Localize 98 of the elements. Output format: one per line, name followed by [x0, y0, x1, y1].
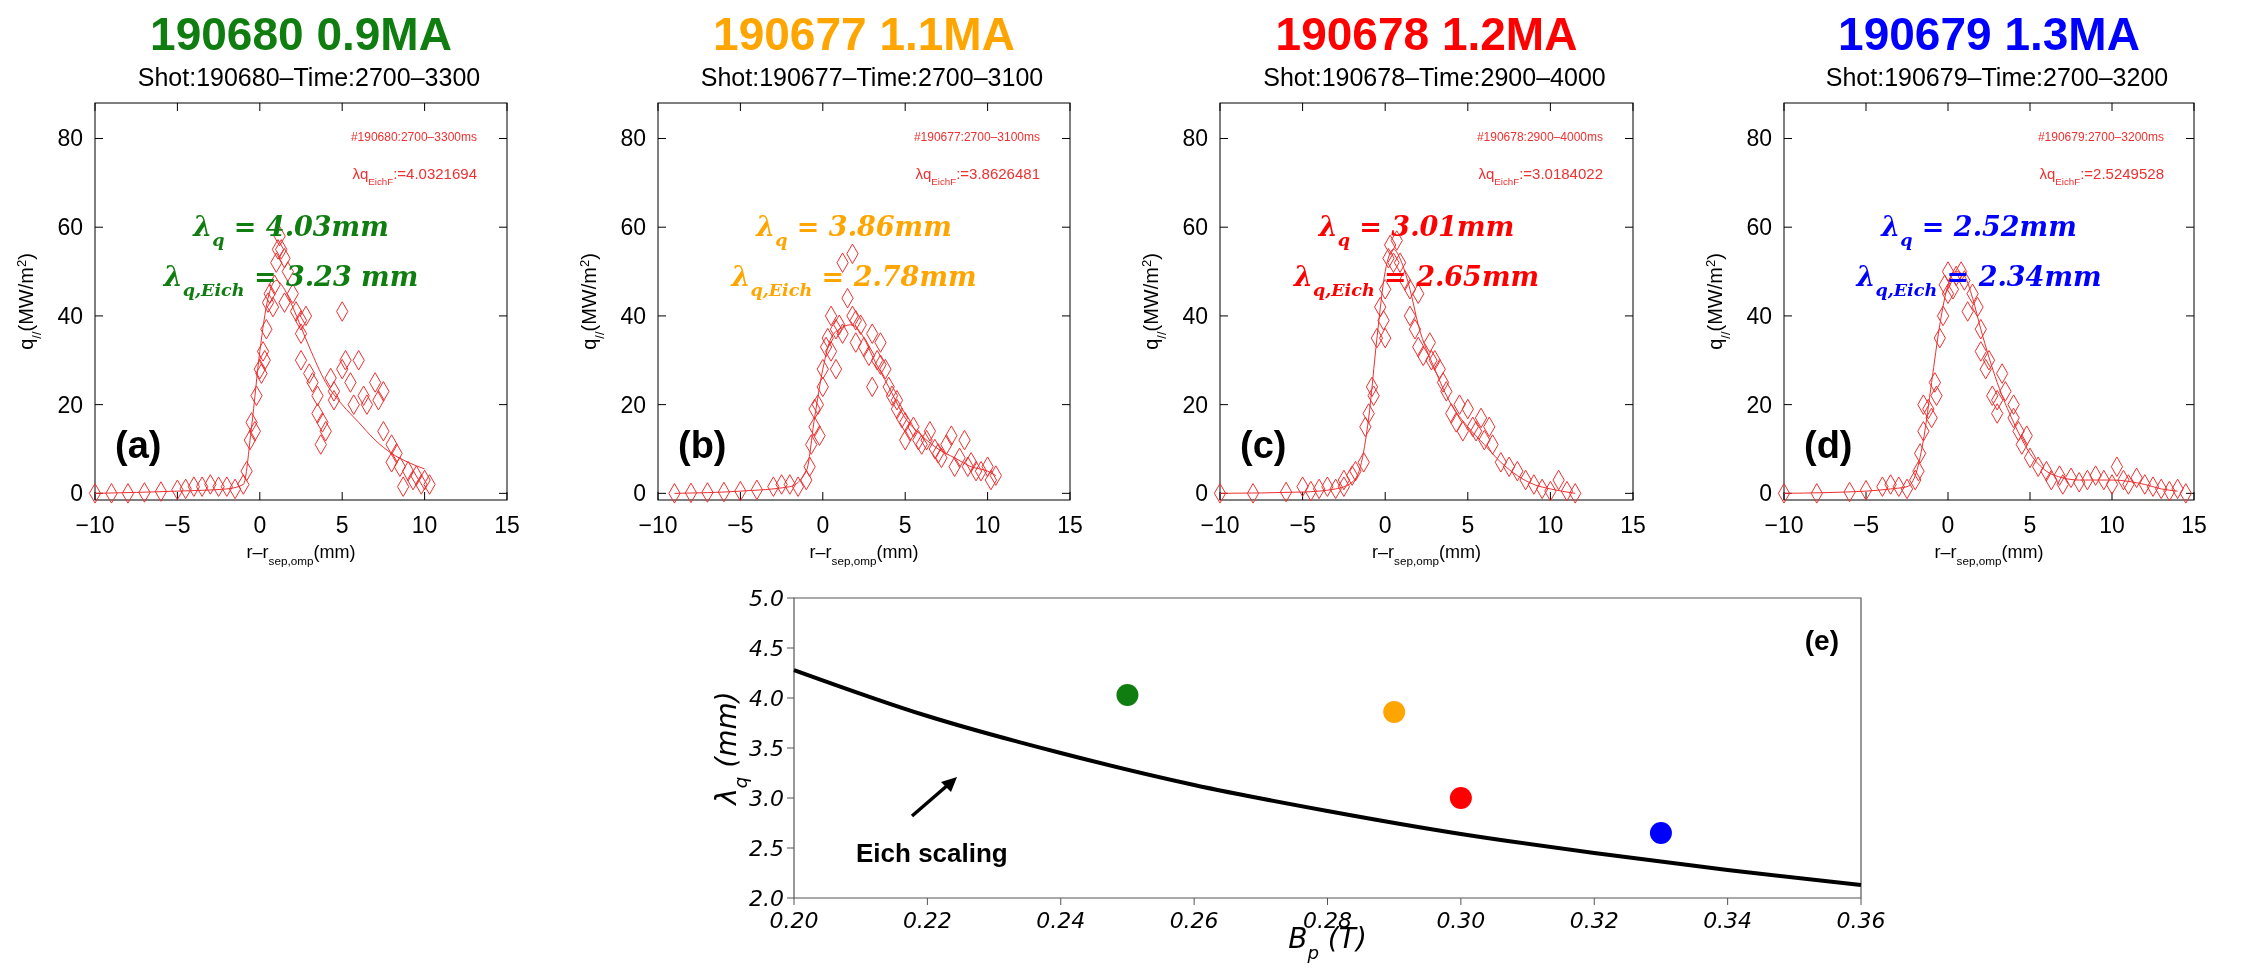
x-tick-label: 0.34 [1703, 908, 1753, 933]
annotation: λ$_{q,Eich}$ = 2.78mm [730, 261, 977, 300]
y-tick-label: 2.0 [749, 886, 784, 911]
y-tick-label: 5.0 [749, 586, 784, 611]
chart-title: 190677 1.1MA [713, 8, 1015, 60]
y-tick-label: 3.0 [749, 786, 784, 811]
x-tick-label: 0.24 [1036, 908, 1086, 933]
y-tick-label: 20 [1182, 391, 1208, 418]
x-tick-label: 0.30 [1436, 908, 1486, 933]
y-tick-label: 80 [1746, 125, 1772, 152]
annotation: λ$_{q,Eich}$ = 2.34mm [1855, 261, 2102, 300]
point [1649, 822, 1672, 844]
y-tick-label: 0 [1195, 480, 1208, 507]
annotation: (a) [115, 424, 162, 466]
x-tick-label: 0 [253, 512, 267, 538]
annotation: λ$_{q}$ = 3.01mm [1317, 211, 1515, 250]
line-series [792, 668, 1863, 887]
annotation: #190680:2700–3300ms [350, 130, 477, 144]
chart-title: 190679 1.3MA [1838, 8, 2140, 60]
x-tick-label: 5 [1461, 512, 1475, 538]
y-tick-label: 20 [57, 391, 83, 418]
y-tick-label: 2.5 [749, 836, 784, 861]
annotation: λ$_{q}$ = 3.86mm [755, 211, 952, 250]
y-tick-label: 20 [1746, 391, 1772, 418]
chart-title: 190680 0.9MA [150, 8, 452, 60]
annotation: #190679:2700–3200ms [2037, 130, 2164, 144]
x-tick-label: 0.26 [1169, 908, 1219, 933]
annotation: (d) [1804, 424, 1853, 466]
x-tick-label: 0 [816, 512, 830, 538]
y-tick-label: 4.5 [749, 636, 784, 661]
x-tick-label: 10 [411, 512, 438, 538]
x-tick-label: −5 [727, 512, 754, 538]
annotation: #190678:2900–4000ms [1476, 130, 1603, 144]
y-tick-label: 60 [620, 214, 646, 241]
x-tick-label: 0.22 [902, 908, 952, 933]
x-axis-title: r–r$_{sep,omp}$(mm) [246, 542, 356, 567]
x-tick-label: −5 [1852, 512, 1880, 538]
annotation: λq$_{EichF}$:=3.0184022 [1478, 165, 1603, 187]
x-tick-label: 5 [2023, 512, 2037, 538]
x-tick-label: 0 [1941, 512, 1955, 538]
x-tick-label: 0.36 [1836, 908, 1886, 933]
annotation: (e) [1804, 625, 1839, 656]
x-tick-label: −5 [1289, 512, 1316, 538]
y-tick-label: 40 [57, 302, 83, 329]
annotation: λ$_{q}$ = 4.03mm [192, 211, 389, 250]
y-tick-label: 60 [57, 214, 83, 241]
annotation: (b) [678, 424, 727, 466]
y-tick-label: 80 [620, 125, 646, 152]
x-tick-label: 0 [1378, 512, 1392, 538]
annotation: λ$_{q,Eich}$ = 3.23 mm [162, 261, 419, 300]
x-tick-label: −10 [1200, 512, 1240, 538]
chart-subtitle: Shot:190677–Time:2700–3100 [700, 63, 1044, 91]
chart-subtitle: Shot:190678–Time:2900–4000 [1263, 63, 1606, 91]
annotation: λq$_{EichF}$:=4.0321694 [352, 165, 477, 187]
annotation: λq$_{EichF}$:=2.5249528 [2039, 165, 2164, 187]
x-tick-label: 15 [2181, 512, 2207, 538]
annotation: (c) [1240, 424, 1287, 466]
x-tick-label: −10 [638, 512, 678, 538]
x-tick-label: 15 [1620, 512, 1646, 538]
y-tick-label: 80 [1182, 125, 1208, 152]
y-tick-label: 0 [70, 480, 83, 507]
x-axis-title: r–r$_{sep,omp}$(mm) [1372, 542, 1481, 567]
annotation: λ$_{q}$ = 2.52mm [1880, 211, 2077, 250]
y-tick-label: 60 [1182, 214, 1208, 241]
annotation: Eich scaling [856, 838, 1008, 868]
x-tick-label: 0.32 [1569, 908, 1619, 933]
annotation: λ$_{q,Eich}$ = 2.65mm [1292, 261, 1540, 300]
x-tick-label: 5 [335, 512, 349, 538]
x-tick-label: −5 [164, 512, 191, 538]
point [1383, 701, 1406, 723]
y-tick-label: 0 [633, 480, 646, 507]
x-tick-label: 15 [1057, 512, 1083, 538]
y-tick-label: 4.0 [749, 686, 784, 711]
chart-subtitle: Shot:190679–Time:2700–3200 [1825, 63, 2169, 91]
chart-title: 190678 1.2MA [1275, 8, 1578, 60]
x-tick-label: −10 [75, 512, 115, 538]
y-tick-label: 20 [620, 391, 646, 418]
x-tick-label: −10 [1764, 512, 1804, 538]
y-tick-label: 40 [1746, 302, 1772, 329]
x-tick-label: 0.20 [769, 908, 819, 933]
x-axis-title: r–r$_{sep,omp}$(mm) [809, 542, 919, 567]
y-tick-label: 60 [1746, 214, 1772, 241]
chart-subtitle: Shot:190680–Time:2700–3300 [137, 63, 481, 91]
y-tick-label: 40 [1182, 302, 1208, 329]
point [1116, 684, 1139, 706]
annotation: λq$_{EichF}$:=3.8626481 [915, 165, 1040, 187]
y-tick-label: 40 [620, 302, 646, 329]
x-tick-label: 10 [974, 512, 1001, 538]
x-tick-label: 15 [494, 512, 520, 538]
point [1449, 787, 1472, 809]
x-tick-label: 10 [1537, 512, 1564, 538]
y-tick-label: 0 [1759, 480, 1772, 507]
y-tick-label: 3.5 [749, 736, 784, 761]
y-tick-label: 80 [57, 125, 83, 152]
x-tick-label: 5 [898, 512, 912, 538]
x-axis-title: r–r$_{sep,omp}$(mm) [1934, 542, 2044, 567]
x-tick-label: 10 [2099, 512, 2125, 538]
annotation: #190677:2700–3100ms [913, 130, 1040, 144]
